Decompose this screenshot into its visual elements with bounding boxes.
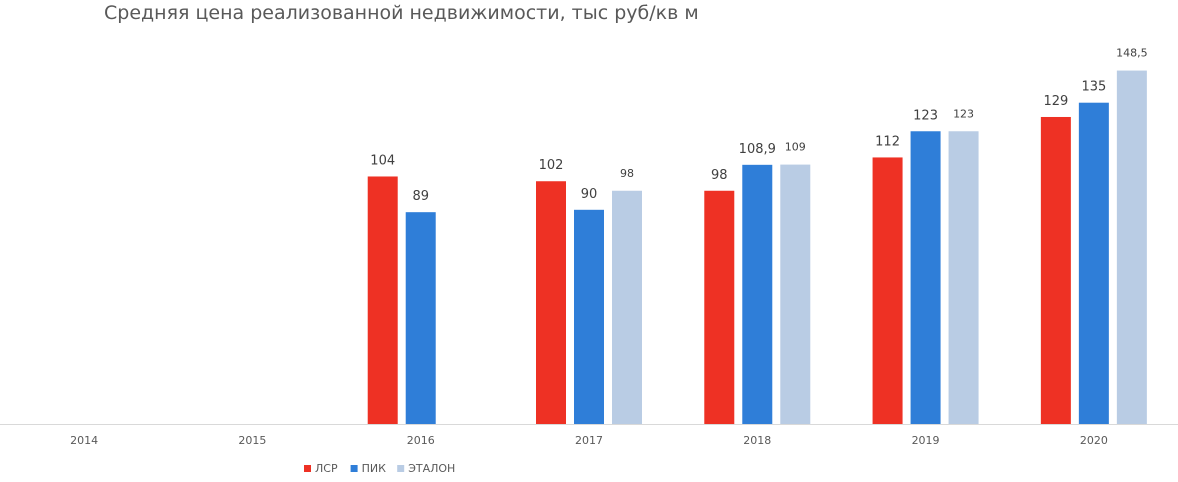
bar-ПИК-2017	[574, 209, 604, 424]
data-label-ПИК-2020: 135	[1081, 80, 1106, 95]
x-tick-label-2014: 2014	[70, 434, 98, 447]
bar-ЭТАЛОН-2017	[612, 190, 642, 424]
legend-swatch-ПИК	[350, 465, 358, 472]
data-label-ЭТАЛОН-2017: 98	[620, 167, 634, 180]
data-label-ПИК-2019: 123	[913, 108, 938, 123]
data-label-ЛСР-2017: 102	[539, 158, 564, 173]
legend: ЛСР ПИК ЭТАЛОН	[304, 462, 455, 475]
x-tick-label-2016: 2016	[407, 434, 435, 447]
data-label-ПИК-2017: 90	[581, 187, 598, 202]
bar-ЭТАЛОН-2020	[1116, 70, 1147, 424]
bar-ЭТАЛОН-2019	[948, 131, 979, 424]
bar-ЛСР-2020	[1040, 116, 1071, 424]
legend-item-ЭТАЛОН: ЭТАЛОН	[397, 462, 455, 475]
bar-ЭТАЛОН-2018	[780, 164, 811, 424]
data-label-ЭТАЛОН-2020: 148,5	[1116, 47, 1148, 60]
data-label-ПИК-2016: 89	[412, 189, 429, 204]
data-label-ЛСР-2018: 98	[711, 168, 728, 183]
data-label-ПИК-2018: 108,9	[739, 142, 776, 157]
bar-ПИК-2016	[405, 212, 436, 424]
bar-ЛСР-2016	[367, 176, 398, 424]
legend-item-ПИК: ПИК	[350, 462, 387, 475]
data-label-ЛСР-2020: 129	[1043, 94, 1068, 109]
bar-ЛСР-2019	[872, 157, 903, 424]
bar-ПИК-2019	[910, 131, 941, 424]
x-tick-label-2018: 2018	[743, 434, 771, 447]
bar-ЛСР-2017	[536, 181, 566, 424]
legend-label-ПИК: ПИК	[362, 462, 387, 475]
legend-swatch-ЛСР	[304, 465, 311, 472]
data-label-ЛСР-2016: 104	[370, 153, 395, 168]
bar-ПИК-2018	[742, 164, 773, 424]
legend-label-ЛСР: ЛСР	[315, 462, 338, 475]
bar-ЛСР-2018	[704, 190, 735, 424]
legend-label-ЭТАЛОН: ЭТАЛОН	[408, 462, 455, 475]
data-label-ЭТАЛОН-2019: 123	[953, 107, 974, 120]
x-tick-label-2020: 2020	[1080, 434, 1108, 447]
legend-swatch-ЭТАЛОН	[397, 465, 405, 472]
bar-ПИК-2020	[1078, 102, 1109, 424]
x-tick-label-2017: 2017	[575, 434, 603, 447]
x-tick-label-2015: 2015	[238, 434, 266, 447]
data-labels-layer: 104 89 102 90 98 98 108,9 109 112 123 123 129 135 148…	[370, 47, 1147, 205]
data-label-ЭТАЛОН-2018: 109	[785, 141, 806, 154]
x-tick-label-2019: 2019	[912, 434, 940, 447]
x-axis-tick-labels: 2014 2015 2016 2017 2018 2019 2020	[70, 434, 1108, 447]
bars-layer	[367, 70, 1147, 424]
chart-title: Средняя цена реализованной недвижимости,…	[104, 2, 699, 24]
data-label-ЛСР-2019: 112	[875, 134, 900, 149]
legend-item-ЛСР: ЛСР	[304, 462, 338, 475]
